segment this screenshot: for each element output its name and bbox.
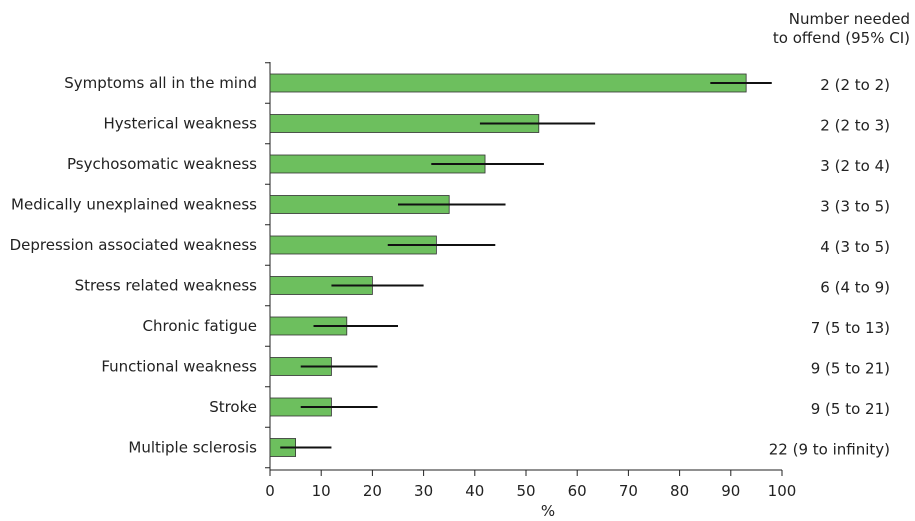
x-tick-label: 70 [619,482,638,500]
bar [269,73,747,93]
nnt-labels: 2 (2 to 2) 2 (2 to 3) 3 (2 to 4) 3 (3 to 5)… [769,76,890,459]
x-tick-label: 20 [363,482,382,500]
x-tick-label: 30 [414,482,433,500]
category-labels: Symptoms all in the mind Hysterical weakn… [10,74,258,457]
x-axis-label: % [541,502,555,520]
nnt-label: 3 (2 to 4) [820,157,890,175]
x-tick-label: 50 [516,482,535,500]
x-tick-label: 80 [670,482,689,500]
x-tick-label: 10 [312,482,331,500]
x-ticks: 0 10 20 30 40 50 60 70 80 90 100 [265,470,796,500]
category-label: Multiple sclerosis [128,439,257,457]
nnt-header: Number needed to offend (95% CI) [773,10,910,47]
nnt-header-line-2: to offend (95% CI) [773,29,910,47]
bars [269,73,772,457]
category-label: Symptoms all in the mind [64,74,257,92]
category-label: Medically unexplained weakness [11,196,257,214]
nnt-label: 4 (3 to 5) [820,238,890,256]
category-label: Stroke [209,398,257,416]
category-label: Depression associated weakness [10,236,258,254]
nnt-label: 6 (4 to 9) [820,279,890,297]
nnt-label: 3 (3 to 5) [820,198,890,216]
nnt-label: 22 (9 to infinity) [769,441,890,459]
category-label: Functional weakness [101,358,257,376]
nnt-label: 7 (5 to 13) [811,319,890,337]
x-tick-label: 90 [721,482,740,500]
nnt-label: 9 (5 to 21) [811,360,890,378]
nnt-header-line-1: Number needed [789,10,910,28]
x-tick-label: 40 [465,482,484,500]
nnt-label: 2 (2 to 3) [820,117,890,135]
nnt-label: 9 (5 to 21) [811,400,890,418]
category-label: Psychosomatic weakness [67,155,257,173]
x-tick-label: 100 [768,482,797,500]
category-label: Stress related weakness [75,277,258,295]
category-label: Chronic fatigue [143,317,257,335]
x-tick-label: 60 [568,482,587,500]
x-tick-label: 0 [265,482,275,500]
category-label: Hysterical weakness [103,115,257,133]
nnt-label: 2 (2 to 2) [820,76,890,94]
